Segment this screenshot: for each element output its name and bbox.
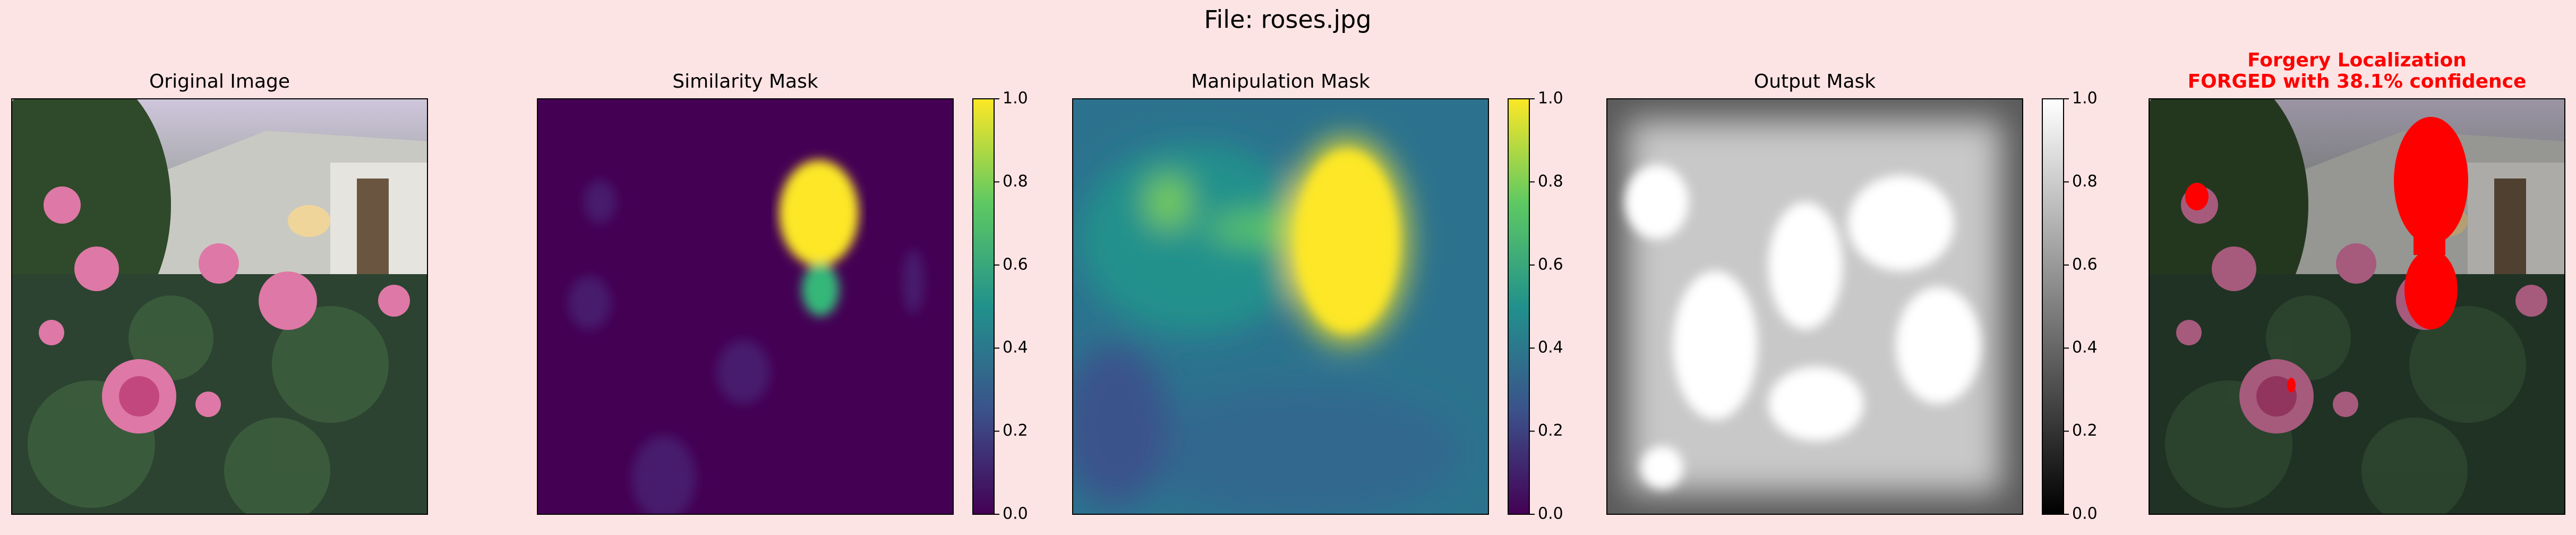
colorbar-tick-label: 0.2 xyxy=(1003,421,1028,440)
colorbar-tick-label: 0.0 xyxy=(1538,505,1563,523)
output-mask xyxy=(1607,99,2023,514)
colorbar-tick-label: 0.6 xyxy=(1003,255,1028,274)
forgery-localization xyxy=(2149,99,2565,514)
similarity-mask xyxy=(537,99,953,514)
panel-title: Similarity Mask xyxy=(672,71,818,92)
manipulation-mask xyxy=(1073,99,1488,514)
colorbar-tick-label: 0.4 xyxy=(1003,338,1028,357)
colorbar-tick-label: 1.0 xyxy=(1538,89,1563,108)
colorbar-tick-label: 0.8 xyxy=(2072,172,2098,191)
panel-title: Original Image xyxy=(149,71,290,92)
panel-title: Output Mask xyxy=(1754,71,1876,92)
colorbar-tick-label: 1.0 xyxy=(1003,89,1028,108)
colorbar-tick-label: 0.4 xyxy=(2072,338,2098,357)
panel-frame xyxy=(537,98,954,515)
colorbar-tick-label: 0.0 xyxy=(2072,505,2098,523)
colorbar-tick-label: 0.6 xyxy=(1538,255,1563,274)
original-image xyxy=(12,99,427,514)
colorbar-tick-label: 0.2 xyxy=(2072,421,2098,440)
panel-title: FORGED with 38.1% confidence xyxy=(2188,71,2527,92)
colorbar xyxy=(972,98,995,515)
colorbar-tick-label: 0.8 xyxy=(1003,172,1028,191)
figure-title: File: roses.jpg xyxy=(1204,5,1371,34)
panel-title: Forgery Localization xyxy=(2247,49,2467,71)
colorbar xyxy=(2042,98,2064,515)
colorbar-tick-label: 0.6 xyxy=(2072,255,2098,274)
colorbar-tick-label: 1.0 xyxy=(2072,89,2098,108)
colorbar xyxy=(1508,98,1530,515)
colorbar-tick-label: 0.8 xyxy=(1538,172,1563,191)
panel-frame xyxy=(2149,98,2565,515)
panel-title: Manipulation Mask xyxy=(1191,71,1370,92)
panel-frame xyxy=(11,98,428,515)
panel-frame xyxy=(1606,98,2023,515)
colorbar-tick-label: 0.2 xyxy=(1538,421,1563,440)
colorbar-tick-label: 0.0 xyxy=(1003,505,1028,523)
panel-frame xyxy=(1072,98,1489,515)
colorbar-tick-label: 0.4 xyxy=(1538,338,1563,357)
